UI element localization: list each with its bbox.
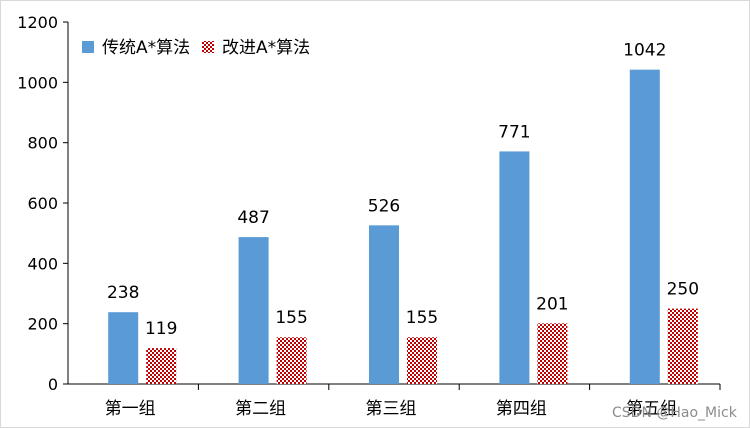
data-label: 771 bbox=[498, 122, 530, 142]
x-tick-label: 第四组 bbox=[496, 399, 547, 419]
y-axis: 0 200 400 600 800 1000 1200 bbox=[17, 13, 69, 394]
bar-traditional bbox=[238, 237, 269, 384]
bar-improved bbox=[537, 323, 568, 384]
x-tick-label: 第三组 bbox=[366, 399, 417, 419]
data-label: 487 bbox=[237, 208, 269, 228]
y-tick-label: 400 bbox=[27, 254, 58, 273]
data-label: 155 bbox=[275, 308, 307, 328]
bar-traditional bbox=[499, 151, 530, 384]
x-tick-label: 第二组 bbox=[235, 399, 286, 419]
x-tick-label: 第一组 bbox=[105, 399, 156, 419]
legend-label: 改进A*算法 bbox=[222, 38, 310, 58]
legend-label: 传统A*算法 bbox=[102, 38, 190, 58]
bar-improved bbox=[667, 308, 698, 384]
y-tick-label: 0 bbox=[48, 375, 58, 394]
x-tick-label: 第五组 bbox=[626, 399, 677, 419]
bar-traditional bbox=[369, 225, 399, 384]
legend: 传统A*算法 改进A*算法 bbox=[82, 38, 310, 58]
legend-swatch bbox=[82, 41, 94, 53]
bar-improved bbox=[146, 348, 177, 384]
data-label: 250 bbox=[667, 280, 699, 300]
y-tick-label: 1200 bbox=[17, 13, 58, 32]
legend-swatch bbox=[202, 41, 214, 53]
data-label: 526 bbox=[368, 196, 400, 216]
bar-improved bbox=[276, 337, 307, 384]
watermark: CSDN @Hao_Mick bbox=[612, 405, 738, 421]
bars: 238 119 487 155 526 155 771 201 1042 250 bbox=[107, 41, 699, 384]
data-label: 119 bbox=[145, 319, 177, 339]
data-label: 155 bbox=[406, 308, 438, 328]
bar-traditional bbox=[629, 69, 660, 384]
data-label: 1042 bbox=[623, 41, 666, 61]
bar-traditional bbox=[108, 312, 139, 384]
y-tick-label: 200 bbox=[27, 315, 58, 334]
data-label: 238 bbox=[107, 283, 139, 303]
y-tick-label: 1000 bbox=[17, 73, 58, 92]
y-tick-label: 600 bbox=[27, 194, 58, 213]
y-tick-label: 800 bbox=[27, 134, 58, 153]
data-label: 201 bbox=[536, 294, 568, 314]
bar-improved bbox=[407, 337, 437, 384]
